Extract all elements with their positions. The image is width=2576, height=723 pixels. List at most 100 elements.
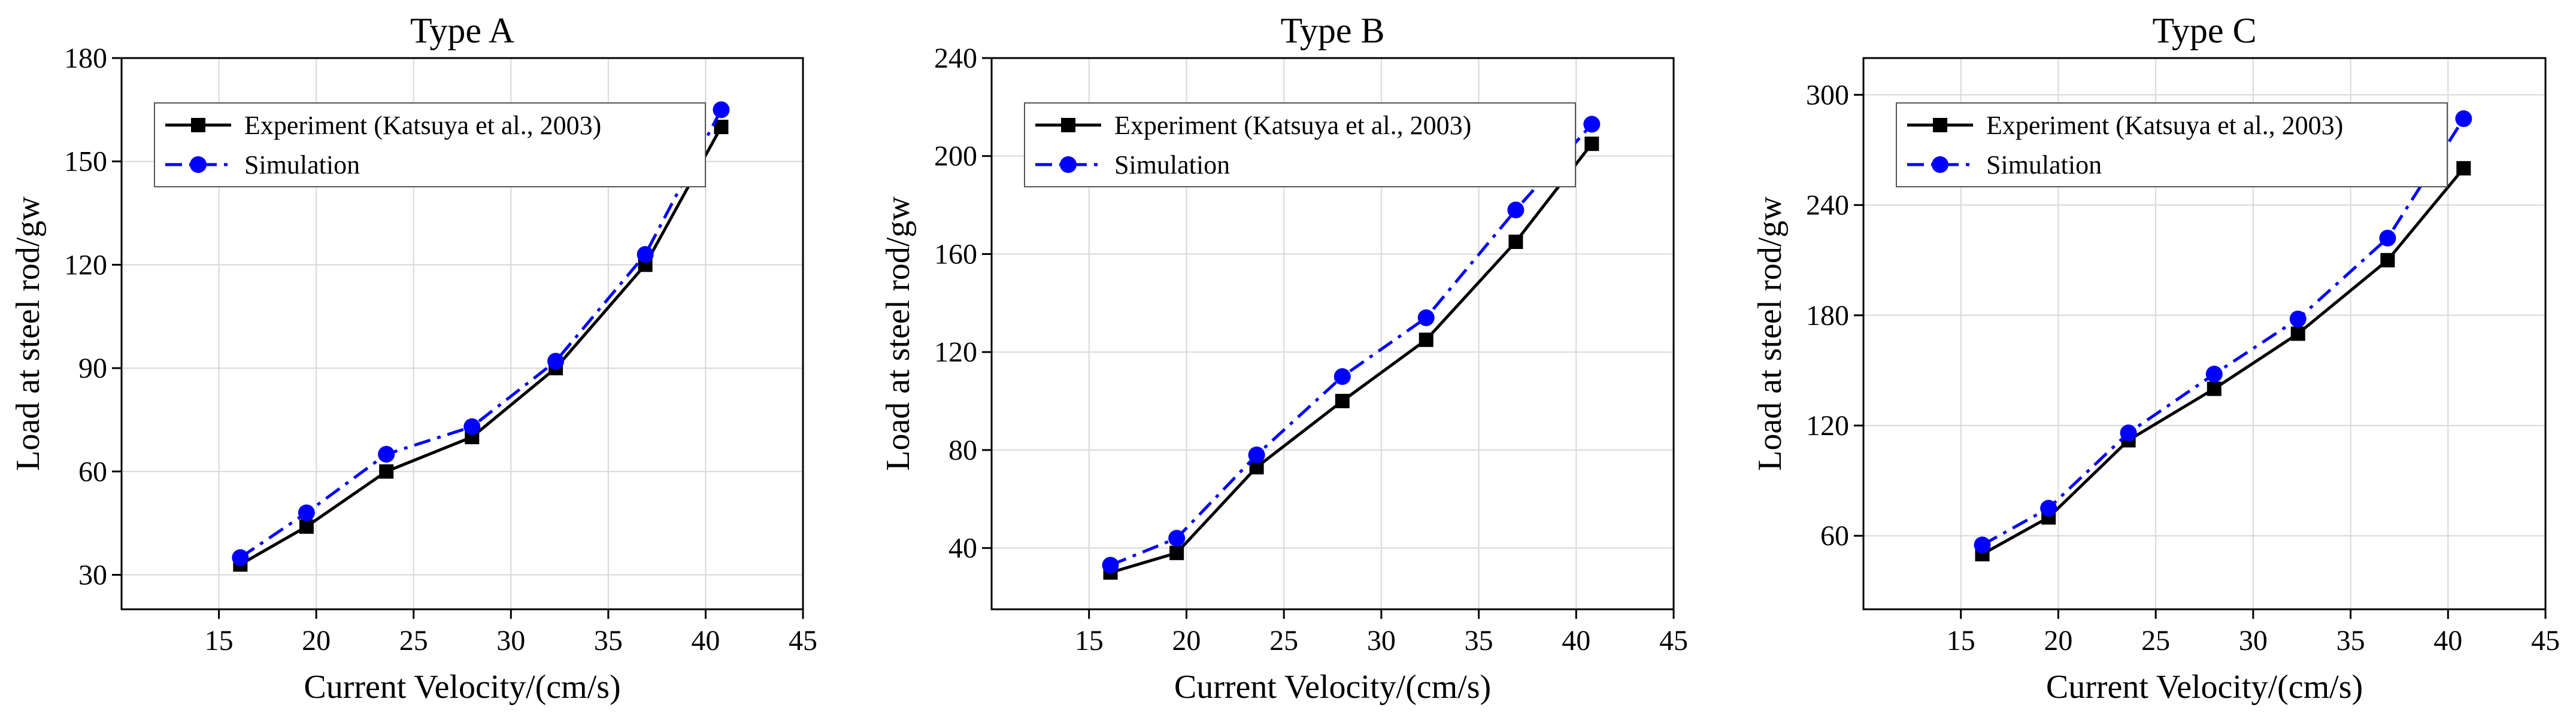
- simulation-data-point: [2379, 229, 2396, 247]
- plot-frame: [990, 57, 1675, 610]
- experiment-data-point: [1584, 136, 1599, 151]
- simulation-data-point: [1102, 557, 1119, 574]
- y-tick-label: 160: [934, 238, 977, 270]
- legend-experiment-marker: [191, 118, 205, 132]
- simulation-data-point: [378, 445, 395, 463]
- x-tick-label: 30: [2239, 625, 2268, 657]
- simulation-data-point: [1974, 536, 1991, 554]
- experiment-data-point: [299, 519, 314, 534]
- x-axis-label: Current Velocity/(cm/s): [2046, 669, 2363, 706]
- legend-box: [1896, 102, 2448, 187]
- simulation-data-point: [2455, 110, 2472, 127]
- y-tick-label: 240: [1806, 190, 1849, 221]
- legend-experiment-label: Experiment (Katsuya et al., 2003): [1986, 111, 2343, 140]
- legend: Experiment (Katsuya et al., 2003) Simulat…: [154, 102, 706, 187]
- x-tick-label: 20: [1172, 625, 1201, 657]
- y-tick-label: 60: [78, 456, 107, 488]
- experiment-data-point: [1169, 545, 1184, 560]
- x-tick-label: 15: [1075, 625, 1104, 657]
- x-tick-label: 25: [2141, 625, 2170, 657]
- legend-box: [1024, 102, 1576, 187]
- experiment-data-point: [1419, 332, 1434, 347]
- x-axis-label: Current Velocity/(cm/s): [1174, 669, 1491, 706]
- y-tick-label: 120: [934, 336, 977, 368]
- simulation-series-line: [1110, 123, 1593, 567]
- x-tick-label: 30: [496, 625, 525, 657]
- simulation-data-point: [1583, 116, 1601, 133]
- legend-simulation-label: Simulation: [1986, 150, 2102, 180]
- simulation-data-point: [2040, 500, 2057, 517]
- legend: Experiment (Katsuya et al., 2003) Simulat…: [1024, 102, 1576, 187]
- legend-simulation-label: Simulation: [1114, 150, 1230, 180]
- y-tick-label: 80: [948, 435, 977, 466]
- x-tick-label: 45: [1659, 625, 1688, 657]
- x-tick-label: 35: [1465, 625, 1493, 657]
- legend-experiment-label: Experiment (Katsuya et al., 2003): [244, 111, 601, 140]
- plot-frame: [120, 57, 804, 610]
- x-tick-label: 25: [399, 625, 428, 657]
- legend-experiment-label: Experiment (Katsuya et al., 2003): [1114, 111, 1471, 140]
- y-axis-label: Load at steel rod/gw: [1751, 196, 1789, 471]
- chart-title: Type A: [410, 11, 514, 50]
- y-tick-label: 200: [934, 141, 977, 172]
- experiment-data-point: [2380, 253, 2395, 268]
- legend-simulation-label: Simulation: [244, 150, 360, 180]
- y-tick-label: 300: [1806, 79, 1849, 111]
- y-tick-label: 30: [78, 559, 107, 591]
- experiment-series-line: [1981, 167, 2465, 556]
- x-axis-label: Current Velocity/(cm/s): [304, 669, 620, 706]
- y-tick-label: 120: [1806, 410, 1849, 442]
- legend-experiment-marker: [1933, 118, 1947, 132]
- x-tick-label: 25: [1269, 625, 1298, 657]
- legend: Experiment (Katsuya et al., 2003) Simulat…: [1896, 102, 2448, 187]
- plot-frame: [1862, 57, 2547, 610]
- experiment-data-point: [1335, 394, 1350, 409]
- legend-simulation-marker: [1932, 156, 1948, 173]
- x-tick-label: 15: [1947, 625, 1975, 657]
- y-tick-label: 240: [934, 42, 977, 74]
- simulation-data-point: [1334, 368, 1351, 385]
- simulation-data-point: [298, 504, 315, 521]
- simulation-data-point: [1507, 201, 1525, 218]
- x-tick-label: 35: [594, 625, 623, 657]
- simulation-data-point: [2120, 424, 2137, 442]
- x-tick-label: 35: [2336, 625, 2365, 657]
- y-tick-label: 120: [64, 249, 107, 281]
- experiment-data-point: [714, 120, 729, 135]
- x-tick-label: 40: [1562, 625, 1590, 657]
- chart-panel-type-a: 15 20 25 30 35 40 45 30 60 90 120 150 180 Type A Curre…: [10, 11, 817, 706]
- legend-simulation-marker: [190, 156, 207, 173]
- experiment-data-point: [2456, 161, 2471, 176]
- x-tick-label: 40: [2433, 625, 2462, 657]
- y-tick-label: 180: [1806, 300, 1849, 332]
- y-tick-label: 90: [78, 353, 107, 384]
- simulation-data-point: [1417, 309, 1435, 326]
- simulation-data-point: [637, 246, 654, 263]
- y-axis-label: Load at steel rod/gw: [10, 196, 47, 471]
- y-tick-label: 180: [64, 42, 107, 74]
- simulation-data-point: [547, 353, 565, 370]
- x-tick-label: 20: [2044, 625, 2072, 657]
- x-tick-label: 20: [302, 625, 331, 657]
- y-axis-label: Load at steel rod/gw: [880, 196, 917, 471]
- y-tick-label: 40: [948, 533, 977, 564]
- simulation-data-point: [1248, 446, 1265, 464]
- experiment-data-point: [2290, 326, 2305, 341]
- simulation-data-point: [2289, 310, 2307, 327]
- y-tick-label: 60: [1820, 520, 1849, 552]
- experiment-data-point: [1508, 235, 1523, 249]
- simulation-data-point: [2205, 366, 2223, 383]
- simulation-data-point: [713, 101, 730, 119]
- x-tick-label: 30: [1367, 625, 1396, 657]
- chart-title: Type B: [1280, 11, 1384, 50]
- chart-panel-type-c: 15 20 25 30 35 40 45 60 120 180 240 300 Type C Curren…: [1751, 11, 2560, 706]
- chart-title: Type C: [2152, 11, 2256, 50]
- experiment-series-line: [240, 126, 723, 566]
- legend-experiment-marker: [1061, 118, 1075, 132]
- x-tick-label: 40: [691, 625, 720, 657]
- simulation-data-point: [1168, 530, 1186, 547]
- x-tick-label: 45: [2531, 625, 2560, 657]
- x-tick-label: 45: [789, 625, 817, 657]
- simulation-data-point: [232, 549, 249, 566]
